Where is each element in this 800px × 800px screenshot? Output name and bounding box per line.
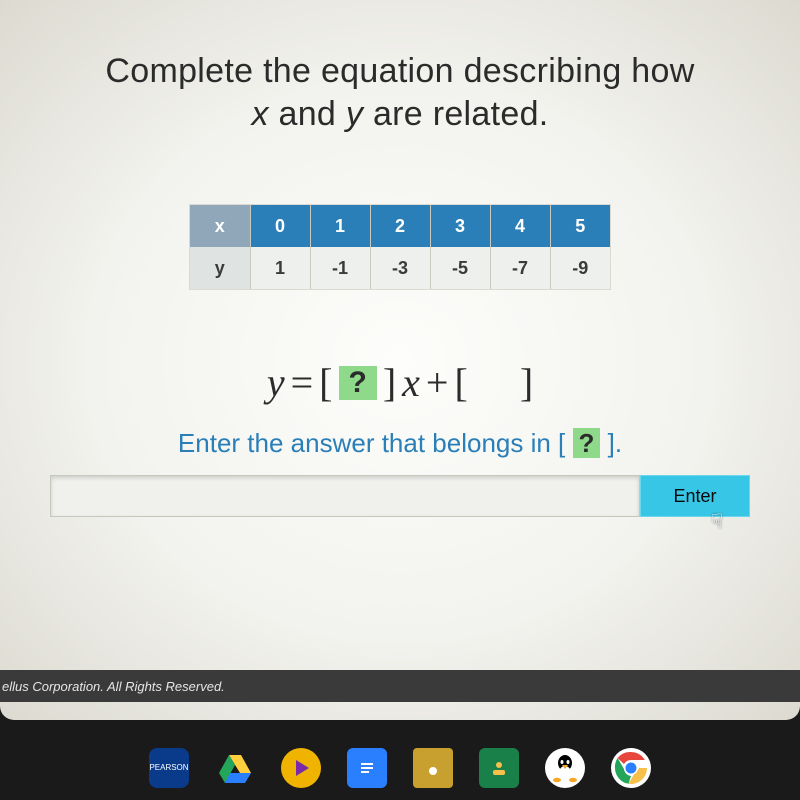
taskbar-pearson-icon[interactable]: PEARSON: [149, 748, 189, 788]
prompt-text: Complete the equation describing how x a…: [105, 50, 694, 135]
table-row-y: y 1 -1 -3 -5 -7 -9: [190, 247, 610, 289]
taskbar-drive-icon[interactable]: [215, 748, 255, 788]
x-val-3: 3: [430, 205, 490, 247]
hint-text: Enter the answer that belongs in [ ? ].: [178, 428, 622, 459]
drive-icon: [218, 753, 252, 783]
hint-post: .: [615, 428, 622, 458]
prompt-x: x: [251, 95, 268, 133]
slope-blank[interactable]: ?: [339, 366, 377, 400]
problem-screen: Complete the equation describing how x a…: [0, 0, 800, 720]
x-val-5: 5: [550, 205, 610, 247]
eq-lbr1: [: [319, 359, 332, 406]
play-icon: [291, 758, 311, 778]
eq-plus: +: [426, 359, 449, 406]
hint-rbr: ]: [600, 428, 614, 458]
answer-input[interactable]: [50, 475, 640, 517]
taskbar-docs-icon[interactable]: [347, 748, 387, 788]
tux-icon: [551, 753, 579, 783]
taskbar-files-icon[interactable]: [413, 748, 453, 788]
xy-table: x 0 1 2 3 4 5 y 1 -1 -3 -5 -7 -9: [190, 205, 610, 289]
classroom-icon: [486, 757, 512, 779]
cursor-icon: ☟: [711, 509, 723, 534]
taskbar-classroom-icon[interactable]: [479, 748, 519, 788]
enter-button[interactable]: Enter ☟: [640, 475, 750, 517]
footer-text: ellus Corporation. All Rights Reserved.: [2, 679, 225, 694]
hint-lbr: [: [558, 428, 572, 458]
x-val-0: 0: [250, 205, 310, 247]
eq-rbr1: ]: [383, 359, 396, 406]
equation: y = [ ? ] x + [ ]: [267, 359, 533, 406]
hint-q: ?: [573, 428, 601, 458]
prompt-line2-post: are related.: [373, 95, 549, 133]
copyright-footer: ellus Corporation. All Rights Reserved.: [0, 670, 800, 702]
chrome-icon: [614, 751, 648, 785]
taskbar-chrome-icon[interactable]: [611, 748, 651, 788]
hint-pre: Enter the answer that belongs in: [178, 428, 558, 458]
taskbar: PEARSON: [0, 740, 800, 796]
folder-icon: [419, 757, 447, 779]
eq-equals: =: [291, 359, 314, 406]
y-label: y: [190, 247, 250, 289]
x-val-2: 2: [370, 205, 430, 247]
eq-y: y: [267, 359, 285, 406]
x-val-4: 4: [490, 205, 550, 247]
enter-label: Enter: [673, 486, 716, 507]
table-row-x: x 0 1 2 3 4 5: [190, 205, 610, 247]
y-val-3: -5: [430, 247, 490, 289]
x-label: x: [190, 205, 250, 247]
prompt-y: y: [346, 95, 363, 133]
y-val-1: -1: [310, 247, 370, 289]
y-val-4: -7: [490, 247, 550, 289]
eq-lbr2: [: [454, 359, 467, 406]
eq-rbr2: ]: [520, 359, 533, 406]
x-val-1: 1: [310, 205, 370, 247]
docs-icon: [357, 755, 377, 781]
prompt-and: and: [279, 95, 346, 133]
eq-x: x: [402, 359, 420, 406]
taskbar-media-icon[interactable]: [281, 748, 321, 788]
pearson-label: PEARSON: [149, 764, 188, 773]
prompt-line1: Complete the equation describing how: [105, 52, 694, 90]
y-val-2: -3: [370, 247, 430, 289]
taskbar-tux-icon[interactable]: [545, 748, 585, 788]
answer-row: Enter ☟: [50, 475, 750, 517]
y-val-0: 1: [250, 247, 310, 289]
y-val-5: -9: [550, 247, 610, 289]
